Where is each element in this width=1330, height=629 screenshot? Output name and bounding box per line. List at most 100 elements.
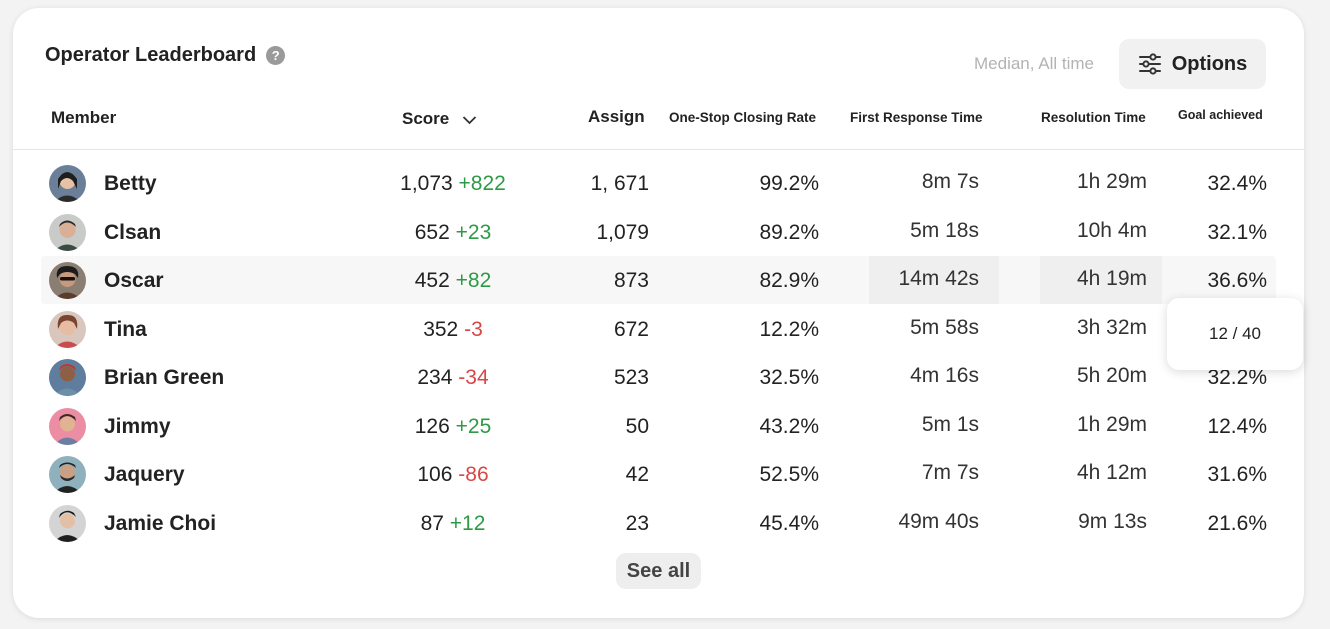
score-cell: 106 -86 (417, 463, 489, 486)
member-name[interactable]: Jaquery (104, 463, 185, 486)
one-stop-cell: 89.2% (759, 220, 819, 244)
first-response-cell: 8m 7s (921, 170, 979, 193)
filter-summary[interactable]: Median, All time (974, 54, 1094, 73)
header-divider (13, 149, 1304, 150)
options-button[interactable]: Options (1119, 39, 1266, 89)
leaderboard-title: Operator Leaderboard ? (45, 44, 286, 67)
first-response-cell: 5m 1s (921, 412, 979, 436)
resolution-cell: 4h 12m (1076, 461, 1147, 484)
cell-hover-background (1040, 256, 1162, 304)
resolution-cell: 3h 32m (1076, 315, 1147, 339)
table-row[interactable]: Jimmy 126 +25 50 43.2% 5m 1s 1h 29m 12.4… (13, 402, 1304, 450)
member-name[interactable]: Oscar (104, 269, 164, 292)
chevron-down-icon (462, 115, 477, 124)
first-response-cell: 5m 18s (910, 218, 979, 242)
goal-cell[interactable]: 32.2% (1207, 366, 1267, 389)
column-header-member[interactable]: Member (51, 108, 117, 127)
column-header-score[interactable]: Score (402, 109, 477, 129)
one-stop-cell: 82.9% (759, 269, 819, 292)
column-header-assign[interactable]: Assign (588, 107, 645, 126)
assign-cell: 50 (625, 414, 649, 438)
resolution-cell: 5h 20m (1076, 364, 1147, 387)
column-header-first-response[interactable]: First Response Time (850, 110, 983, 125)
goal-cell[interactable]: 12.4% (1207, 414, 1267, 438)
table-row[interactable]: Clsan 652 +23 1,079 89.2% 5m 18s 10h 4m … (13, 208, 1304, 256)
member-name[interactable]: Jimmy (104, 414, 171, 438)
resolution-cell: 1h 29m (1076, 170, 1147, 193)
leaderboard-card: Operator Leaderboard ? Median, All time … (13, 8, 1304, 618)
goal-cell[interactable]: 31.6% (1207, 463, 1267, 486)
column-header-resolution[interactable]: Resolution Time (1041, 110, 1146, 125)
score-delta: -34 (458, 366, 489, 389)
avatar (49, 504, 86, 542)
score-cell: 126 +25 (414, 414, 492, 438)
score-delta: -3 (464, 317, 483, 341)
column-header-goal[interactable]: Goal achieved (1178, 108, 1263, 122)
score-delta: +82 (455, 269, 492, 292)
table-row[interactable]: Jamie Choi 87 +12 23 45.4% 49m 40s 9m 13… (13, 499, 1304, 547)
score-cell: 652 +23 (414, 220, 492, 244)
score-delta: +25 (455, 414, 492, 438)
avatar (49, 359, 86, 396)
score-delta: -86 (458, 463, 489, 486)
table-row[interactable]: Brian Green 234 -34 523 32.5% 4m 16s 5h … (13, 353, 1304, 401)
goal-cell[interactable]: 32.1% (1207, 220, 1267, 244)
first-response-cell: 7m 7s (921, 461, 979, 484)
first-response-cell: 14m 42s (898, 267, 979, 290)
one-stop-cell: 12.2% (759, 317, 819, 341)
avatar (49, 213, 86, 251)
score-cell: 87 +12 (420, 511, 486, 535)
question-icon[interactable]: ? (266, 46, 286, 65)
avatar (49, 407, 86, 445)
score-delta: +23 (455, 220, 492, 244)
avatar (49, 262, 86, 299)
first-response-cell: 49m 40s (898, 509, 979, 533)
avatar (49, 310, 86, 348)
resolution-cell: 1h 29m (1076, 412, 1147, 436)
assign-cell: 1, 671 (590, 172, 649, 195)
assign-cell: 523 (613, 366, 649, 389)
assign-cell: 1,079 (596, 220, 649, 244)
goal-cell[interactable]: 36.6% (1207, 269, 1267, 292)
first-response-cell: 5m 58s (910, 315, 979, 339)
member-name[interactable]: Tina (104, 317, 147, 341)
goal-cell[interactable]: 32.4% (1207, 172, 1267, 195)
goal-cell[interactable]: 21.6% (1207, 511, 1267, 535)
avatar (49, 456, 86, 493)
sliders-icon (1138, 53, 1161, 75)
options-label: Options (1171, 52, 1248, 75)
resolution-cell: 4h 19m (1076, 267, 1147, 290)
table-row[interactable]: Tina 352 -3 672 12.2% 5m 58s 3h 32m (13, 305, 1304, 353)
assign-cell: 672 (613, 317, 649, 341)
resolution-cell: 10h 4m (1076, 218, 1147, 242)
score-delta: +12 (449, 511, 486, 535)
assign-cell: 873 (613, 269, 649, 292)
one-stop-cell: 32.5% (759, 366, 819, 389)
score-cell: 1,073 +822 (400, 172, 506, 195)
first-response-cell: 4m 16s (910, 364, 979, 387)
score-delta: +822 (458, 172, 506, 195)
member-name[interactable]: Clsan (104, 220, 162, 244)
column-header-one-stop[interactable]: One-Stop Closing Rate (669, 110, 817, 125)
page-title: Operator Leaderboard (45, 44, 257, 66)
goal-tooltip: 12 / 40 (1167, 298, 1303, 370)
member-name[interactable]: Jamie Choi (104, 511, 217, 535)
resolution-cell: 9m 13s (1078, 509, 1147, 533)
score-header-label: Score (402, 109, 450, 128)
member-name[interactable]: Brian Green (104, 366, 225, 389)
score-cell: 234 -34 (417, 366, 489, 389)
one-stop-cell: 45.4% (759, 511, 819, 535)
assign-cell: 23 (625, 511, 649, 535)
score-cell: 452 +82 (414, 269, 492, 292)
avatar (49, 165, 86, 202)
table-row[interactable]: Betty 1,073 +822 1, 671 99.2% 8m 7s 1h 2… (13, 159, 1304, 207)
assign-cell: 42 (625, 463, 649, 486)
cell-hover-background (869, 256, 999, 304)
see-all-button[interactable]: See all (616, 553, 701, 589)
table-row[interactable]: Oscar 452 +82 873 82.9% 14m 42s 4h 19m 3… (13, 256, 1304, 304)
table-row[interactable]: Jaquery 106 -86 42 52.5% 7m 7s 4h 12m 31… (13, 450, 1304, 498)
member-name[interactable]: Betty (104, 172, 157, 195)
one-stop-cell: 43.2% (759, 414, 819, 438)
one-stop-cell: 99.2% (759, 172, 819, 195)
score-cell: 352 -3 (423, 317, 483, 341)
